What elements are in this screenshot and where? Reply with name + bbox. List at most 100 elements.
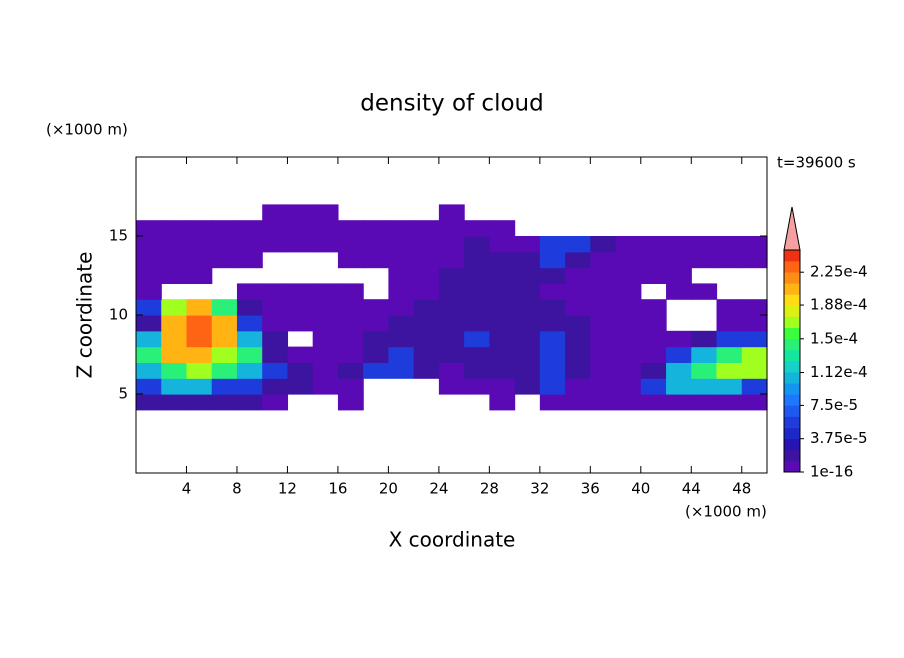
contour-cell — [236, 315, 263, 332]
contour-cell — [539, 236, 566, 253]
contour-cell — [262, 204, 289, 221]
contour-cell — [363, 236, 389, 253]
x-tick-label: 20 — [379, 480, 398, 498]
contour-cell — [312, 283, 339, 300]
contour-cell — [590, 236, 617, 253]
contour-cell — [539, 315, 566, 332]
contour-cell — [539, 346, 566, 363]
contour-cell — [514, 315, 541, 332]
contour-cell — [716, 378, 743, 395]
contour-cell — [337, 330, 364, 348]
contour-cell — [590, 362, 617, 379]
contour-cell — [489, 220, 516, 237]
contour-cell — [565, 346, 591, 363]
contour-cell — [287, 204, 314, 221]
contour-cell — [136, 283, 162, 300]
contour-cell — [741, 362, 768, 379]
contour-cell — [161, 330, 188, 348]
contour-cell — [337, 346, 364, 363]
colorbar-tick-label: 1.12e-4 — [810, 363, 868, 381]
contour-cell — [186, 299, 213, 316]
contour-cell — [615, 394, 642, 411]
contour-cell — [337, 362, 364, 379]
contour-cell — [236, 330, 263, 348]
contour-cell — [287, 315, 314, 332]
contour-cell — [590, 330, 617, 348]
contour-cell — [287, 378, 314, 395]
contour-cell — [565, 251, 591, 269]
contour-cell — [337, 315, 364, 332]
contour-cell — [438, 346, 465, 363]
contour-cell — [136, 394, 162, 411]
contour-cell — [565, 315, 591, 332]
contour-cell — [539, 251, 566, 269]
contour-cell — [312, 204, 339, 221]
contour-cell — [136, 330, 162, 348]
contour-cell — [236, 236, 263, 253]
colorbar-band — [784, 305, 800, 317]
contour-cell — [590, 267, 617, 284]
contour-cell — [741, 378, 768, 395]
contour-cell — [640, 251, 667, 269]
contour-cell — [464, 220, 490, 237]
contour-cell — [312, 220, 339, 237]
colorbar-band — [784, 349, 800, 362]
contour-cell — [464, 283, 490, 300]
contour-cell — [388, 220, 415, 237]
contour-cell — [565, 378, 591, 395]
colorbar-tick-label: 7.5e-5 — [810, 396, 858, 414]
contour-cell — [565, 394, 591, 411]
y-tick-label: 15 — [109, 227, 128, 245]
contour-cell — [262, 236, 289, 253]
contour-cell — [489, 378, 516, 395]
contour-cell — [716, 394, 743, 411]
contour-cell — [337, 378, 364, 395]
colorbar-band — [784, 416, 800, 428]
colorbar-extend — [783, 206, 801, 251]
contour-cell — [539, 330, 566, 348]
colorbar-tick-label: 1.5e-4 — [810, 329, 858, 347]
contour-cell — [388, 346, 415, 363]
contour-cell — [741, 346, 768, 363]
colorbar-band — [784, 272, 800, 284]
contour-cell — [590, 251, 617, 269]
y-axis-label: Z coordinate — [73, 252, 97, 379]
colorbar-band — [784, 283, 800, 295]
contour-cell — [363, 315, 389, 332]
contour-cell — [615, 346, 642, 363]
contour-cell — [236, 378, 263, 395]
contour-cell — [615, 315, 642, 332]
y-tick-label: 5 — [118, 385, 128, 403]
contour-cell — [438, 251, 465, 269]
contour-cell — [514, 251, 541, 269]
colorbar-frame — [783, 249, 801, 473]
contour-cell — [337, 299, 364, 316]
contour-cell — [615, 299, 642, 316]
contour-cell — [615, 267, 642, 284]
contour-cell — [691, 362, 718, 379]
contour-cell — [438, 362, 465, 379]
contour-cell — [136, 251, 162, 269]
contour-cell — [716, 330, 743, 348]
contour-cell — [161, 299, 188, 316]
contour-cell — [438, 299, 465, 316]
colorbar-band — [784, 316, 800, 328]
contour-cell — [666, 267, 692, 284]
contour-cell — [363, 346, 389, 363]
contour-cell — [413, 251, 440, 269]
contour-cell — [161, 378, 188, 395]
contour-cell — [666, 362, 692, 379]
chart-title: density of cloud — [360, 91, 543, 117]
colorbar-band — [784, 294, 800, 306]
colorbar-band — [784, 405, 800, 417]
contour-cell — [287, 283, 314, 300]
contour-cell — [413, 220, 440, 237]
contour-cell — [489, 267, 516, 284]
contour-cell — [312, 362, 339, 379]
contour-cell — [211, 251, 238, 269]
contour-cell — [287, 299, 314, 316]
contour-cell — [388, 315, 415, 332]
contour-cell — [565, 236, 591, 253]
contour-cell — [186, 267, 213, 284]
